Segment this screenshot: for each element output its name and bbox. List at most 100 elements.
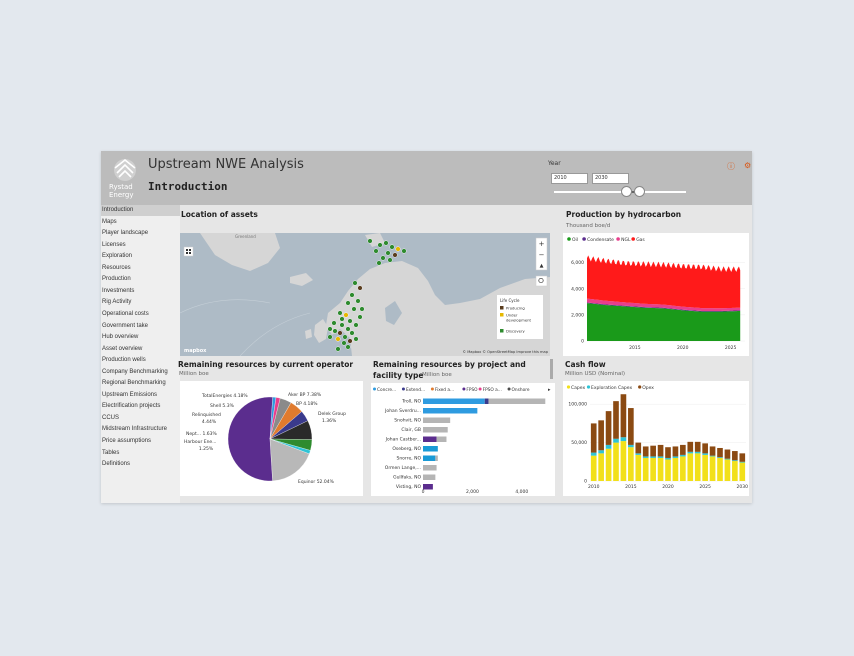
asset-point[interactable] bbox=[335, 336, 341, 342]
cashflow-bar[interactable] bbox=[687, 441, 694, 452]
project-bar[interactable] bbox=[488, 398, 546, 405]
asset-point[interactable] bbox=[353, 322, 359, 328]
map-search-button[interactable] bbox=[535, 275, 548, 287]
cashflow-bar[interactable] bbox=[598, 453, 604, 481]
sidebar-item-licenses[interactable]: Licenses bbox=[102, 241, 126, 248]
cashflow-bar[interactable] bbox=[613, 401, 619, 439]
cashflow-bar[interactable] bbox=[657, 444, 664, 457]
asset-point[interactable] bbox=[353, 336, 359, 342]
sidebar-item-definitions[interactable]: Definitions bbox=[102, 461, 131, 468]
asset-point[interactable] bbox=[327, 334, 333, 340]
asset-point[interactable] bbox=[335, 346, 341, 352]
cashflow-bar[interactable] bbox=[628, 444, 634, 448]
cashflow-bar[interactable] bbox=[642, 457, 649, 481]
sidebar-item-government-take[interactable]: Government take bbox=[102, 322, 149, 329]
zoom-out-button[interactable]: − bbox=[539, 251, 545, 259]
asset-point[interactable] bbox=[377, 242, 383, 248]
asset-point[interactable] bbox=[345, 300, 351, 306]
sidebar-item-player-landscape[interactable]: Player landscape bbox=[102, 230, 149, 237]
cashflow-chart[interactable]: Capex Exploration Capex Opex 0 50,000 100,000… bbox=[563, 381, 749, 496]
cashflow-bar[interactable] bbox=[717, 447, 723, 458]
asset-point[interactable] bbox=[337, 330, 343, 336]
cashflow-bar[interactable] bbox=[590, 455, 597, 481]
asset-point[interactable] bbox=[376, 260, 382, 266]
project-legend-label[interactable]: FPSO bbox=[466, 387, 478, 393]
asset-point[interactable] bbox=[345, 344, 351, 350]
cashflow-bar[interactable] bbox=[650, 445, 656, 457]
project-bar[interactable] bbox=[423, 417, 451, 424]
sidebar-item-rig-activity[interactable]: Rig Activity bbox=[102, 299, 132, 306]
cashflow-bar[interactable] bbox=[657, 456, 664, 458]
cashflow-bar[interactable] bbox=[665, 459, 671, 482]
asset-point[interactable] bbox=[357, 285, 363, 291]
cashflow-bar[interactable] bbox=[590, 452, 597, 456]
year-slider-track[interactable] bbox=[554, 191, 686, 193]
cashflow-bar[interactable] bbox=[620, 437, 627, 442]
asset-point[interactable] bbox=[345, 326, 351, 332]
sidebar-item-investments[interactable]: Investments bbox=[102, 287, 135, 294]
cashflow-bar[interactable] bbox=[665, 457, 671, 460]
year-slider-handle-start[interactable] bbox=[621, 186, 632, 197]
project-bar[interactable] bbox=[423, 474, 436, 481]
sidebar-item-ccus[interactable]: CCUS bbox=[102, 414, 120, 421]
map-canvas[interactable]: Greenland + − ▲ Life Cycle Producing Und… bbox=[179, 233, 550, 357]
project-legend-label[interactable]: FPSO a... bbox=[483, 387, 502, 393]
asset-point[interactable] bbox=[347, 318, 353, 324]
cashflow-bar[interactable] bbox=[657, 457, 664, 481]
asset-map[interactable]: Greenland + − ▲ Life Cycle Producing Und… bbox=[179, 233, 550, 357]
cashflow-bar[interactable] bbox=[739, 461, 746, 463]
sidebar-item-exploration[interactable]: Exploration bbox=[102, 253, 133, 260]
cashflow-bar[interactable] bbox=[694, 451, 701, 454]
cashflow-bar[interactable] bbox=[605, 411, 612, 445]
operator-pie-chart[interactable]: Equinor 52.04% Harbour Ene...1.25% Nept...… bbox=[180, 381, 363, 496]
cashflow-bar[interactable] bbox=[635, 442, 642, 454]
asset-point[interactable] bbox=[332, 328, 338, 334]
asset-point[interactable] bbox=[339, 322, 345, 328]
cashflow-bar[interactable] bbox=[635, 453, 642, 455]
cashflow-bar[interactable] bbox=[620, 394, 627, 438]
asset-point[interactable] bbox=[380, 255, 386, 261]
cashflow-bar[interactable] bbox=[739, 462, 746, 481]
compass-button[interactable]: ▲ bbox=[540, 263, 544, 269]
gear-icon[interactable]: ⚙ bbox=[744, 161, 752, 170]
production-area-ngl[interactable] bbox=[587, 298, 741, 311]
project-bar[interactable] bbox=[423, 465, 437, 471]
sidebar-item-hub-overview[interactable]: Hub overview bbox=[102, 334, 139, 341]
cashflow-bar[interactable] bbox=[598, 420, 604, 451]
sidebar-item-resources[interactable]: Resources bbox=[102, 264, 131, 271]
cashflow-bar[interactable] bbox=[717, 457, 723, 481]
asset-point[interactable] bbox=[355, 298, 361, 304]
project-bar-chart[interactable]: Concre... Extend... Fixed a... FPSO FPSO a..… bbox=[371, 383, 555, 496]
sidebar-item-price-assumptions[interactable]: Price assumptions bbox=[102, 438, 152, 444]
cashflow-bar[interactable] bbox=[650, 457, 656, 481]
cashflow-bar[interactable] bbox=[665, 447, 671, 458]
info-icon[interactable]: ⓘ bbox=[727, 162, 735, 171]
cashflow-bar[interactable] bbox=[709, 456, 716, 481]
cashflow-bar[interactable] bbox=[687, 453, 694, 481]
production-area-oil[interactable] bbox=[587, 303, 741, 341]
project-bar[interactable] bbox=[436, 436, 447, 443]
asset-point[interactable] bbox=[327, 326, 333, 332]
cashflow-bar[interactable] bbox=[680, 454, 686, 457]
cashflow-bar[interactable] bbox=[717, 457, 723, 458]
pie-slice[interactable] bbox=[227, 396, 273, 482]
cashflow-bar[interactable] bbox=[628, 408, 634, 445]
year-to-input[interactable]: 2030 bbox=[592, 173, 629, 184]
asset-point[interactable] bbox=[352, 280, 358, 286]
cashflow-bar[interactable] bbox=[650, 456, 656, 458]
sidebar-item-production[interactable]: Production bbox=[102, 276, 131, 283]
asset-point[interactable] bbox=[347, 338, 353, 344]
cashflow-bar[interactable] bbox=[702, 454, 708, 481]
cashflow-bar[interactable] bbox=[590, 423, 597, 453]
asset-point[interactable] bbox=[401, 248, 407, 254]
sidebar-item-regional-benchmarking[interactable]: Regional Benchmarking bbox=[102, 380, 166, 387]
cashflow-bar[interactable] bbox=[709, 446, 716, 456]
sidebar-item-maps[interactable]: Maps bbox=[102, 218, 117, 225]
cashflow-bar[interactable] bbox=[687, 451, 694, 454]
asset-point[interactable] bbox=[349, 330, 355, 336]
cashflow-bar[interactable] bbox=[702, 453, 708, 455]
project-bar[interactable] bbox=[435, 455, 438, 462]
cashflow-bar[interactable] bbox=[605, 444, 612, 449]
project-bar[interactable] bbox=[423, 427, 448, 433]
sidebar-item-operational-costs[interactable]: Operational costs bbox=[102, 310, 149, 317]
